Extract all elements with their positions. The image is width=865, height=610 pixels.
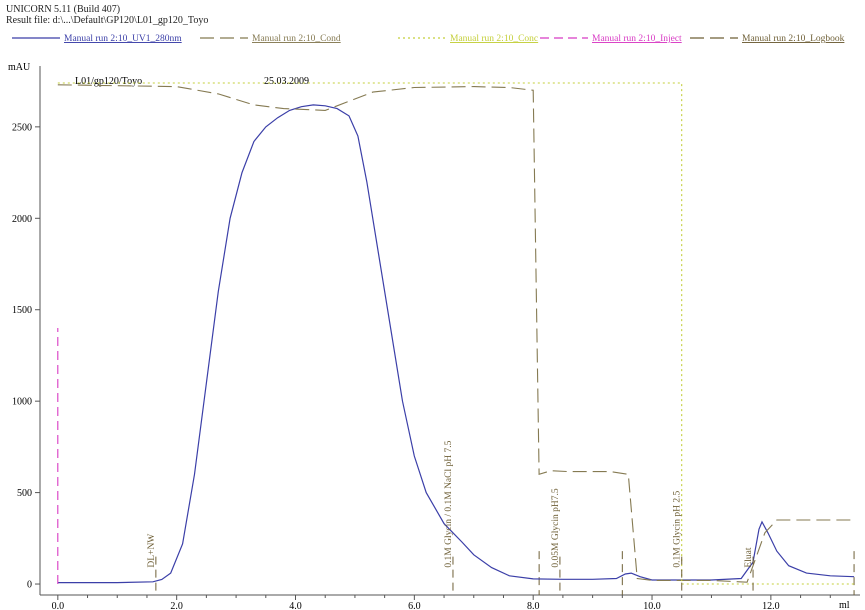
y-tick-label: 500 (17, 488, 32, 499)
x-axis-label: ml (839, 600, 850, 610)
y-tick-label: 2000 (12, 214, 32, 225)
annotation-label: 0.1M Glycin / 0.1M NaCl pH 7.5 (444, 440, 454, 567)
run-date: 25.03.2009 (264, 76, 309, 87)
plot-area (57, 82, 855, 585)
marker-lines (538, 551, 855, 595)
series-line (57, 104, 855, 584)
x-tick-label: 2.0 (170, 601, 183, 610)
legend-entry: Manual run 2:10_Cond (252, 34, 341, 44)
y-tick-label: 1000 (12, 397, 32, 408)
legend-entry: Manual run 2:10_Inject (592, 34, 682, 44)
legend: Manual run 2:10_UV1_280nm Manual run 2:10… (12, 34, 845, 44)
software-version: UNICORN 5.11 (Build 407) (6, 4, 121, 15)
annotation-label: Eluat (744, 547, 754, 567)
annotation-label: 0.05M Glycin pH7.5 (551, 488, 561, 567)
x-tick-label: 12.0 (762, 601, 780, 610)
x-tick-label: 4.0 (289, 601, 302, 610)
y-tick-label: 0 (27, 580, 32, 591)
y-tick-label: 2500 (12, 122, 32, 133)
x-tick-label: 0.0 (52, 601, 65, 610)
result-file-path: Result file: d:\...\Default\GP120\L01_gp… (6, 15, 209, 26)
x-tick-label: 6.0 (408, 601, 421, 610)
legend-entry: Manual run 2:10_UV1_280nm (64, 34, 182, 44)
x-tick-label: 8.0 (527, 601, 540, 610)
annotation-label: DL+NW (147, 534, 157, 568)
fraction-annotations: DL+NW 0.1M Glycin / 0.1M NaCl pH 7.5 0.05M… (147, 440, 754, 595)
x-tick-label: 10.0 (643, 601, 661, 610)
annotation-label: 0.1M Glycin pH 2.5 (673, 491, 683, 568)
legend-entry: Manual run 2:10_Conc (450, 34, 538, 44)
y-axis-label: mAU (8, 62, 31, 73)
legend-entry: Manual run 2:10_Logbook (742, 34, 845, 44)
run-label: L01/gp120/Toyo (75, 76, 142, 87)
series-line (57, 84, 855, 583)
y-tick-label: 1500 (12, 305, 32, 316)
series-line (57, 82, 855, 585)
axes: 0.0 2.0 4.0 6.0 8.0 10.0 12.0 0 500 1000 1500 2000 2… (12, 66, 860, 610)
